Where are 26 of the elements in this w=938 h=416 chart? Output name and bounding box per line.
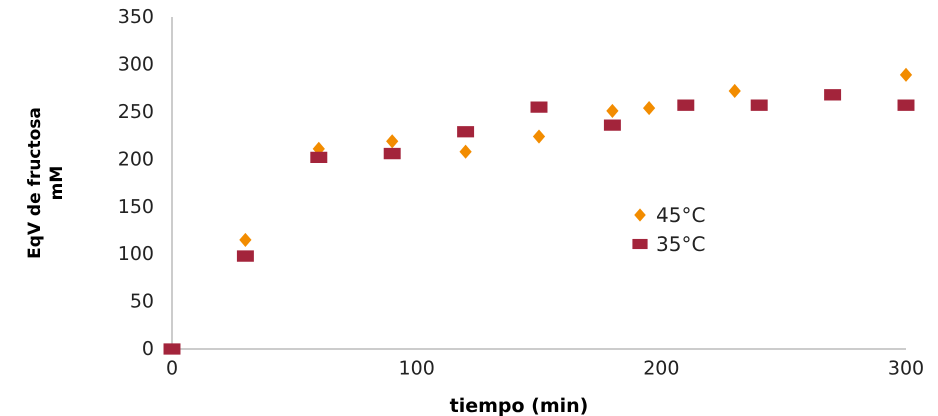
y-tick-label: 350 — [118, 6, 154, 28]
point — [164, 343, 180, 355]
y-tick-label: 250 — [118, 100, 154, 123]
y-tick-label: 200 — [118, 148, 154, 170]
point — [642, 101, 656, 116]
point — [239, 232, 252, 247]
point — [606, 104, 619, 118]
y-tick-label: 150 — [118, 196, 154, 218]
x-tick-label: 200 — [643, 357, 680, 380]
x-tick-label: 100 — [398, 357, 435, 380]
point — [386, 134, 398, 148]
y-tick-label: 300 — [118, 54, 154, 76]
legend-label: 45°C — [656, 203, 706, 227]
y-axis-title: EqV de fructosa mM — [25, 107, 67, 259]
point — [530, 101, 548, 113]
x-tick-label: 300 — [888, 357, 924, 380]
point — [728, 84, 741, 98]
point — [459, 144, 472, 159]
legend-label: 35°C — [656, 232, 706, 256]
point — [900, 68, 912, 82]
y-tick-label: 50 — [130, 290, 154, 313]
x-tick-label: 0 — [166, 357, 178, 380]
x-axis-title: tiempo (min) — [450, 395, 588, 416]
point — [532, 129, 546, 144]
y-tick-label: 0 — [142, 338, 154, 360]
y-tick-label: 100 — [118, 243, 154, 266]
